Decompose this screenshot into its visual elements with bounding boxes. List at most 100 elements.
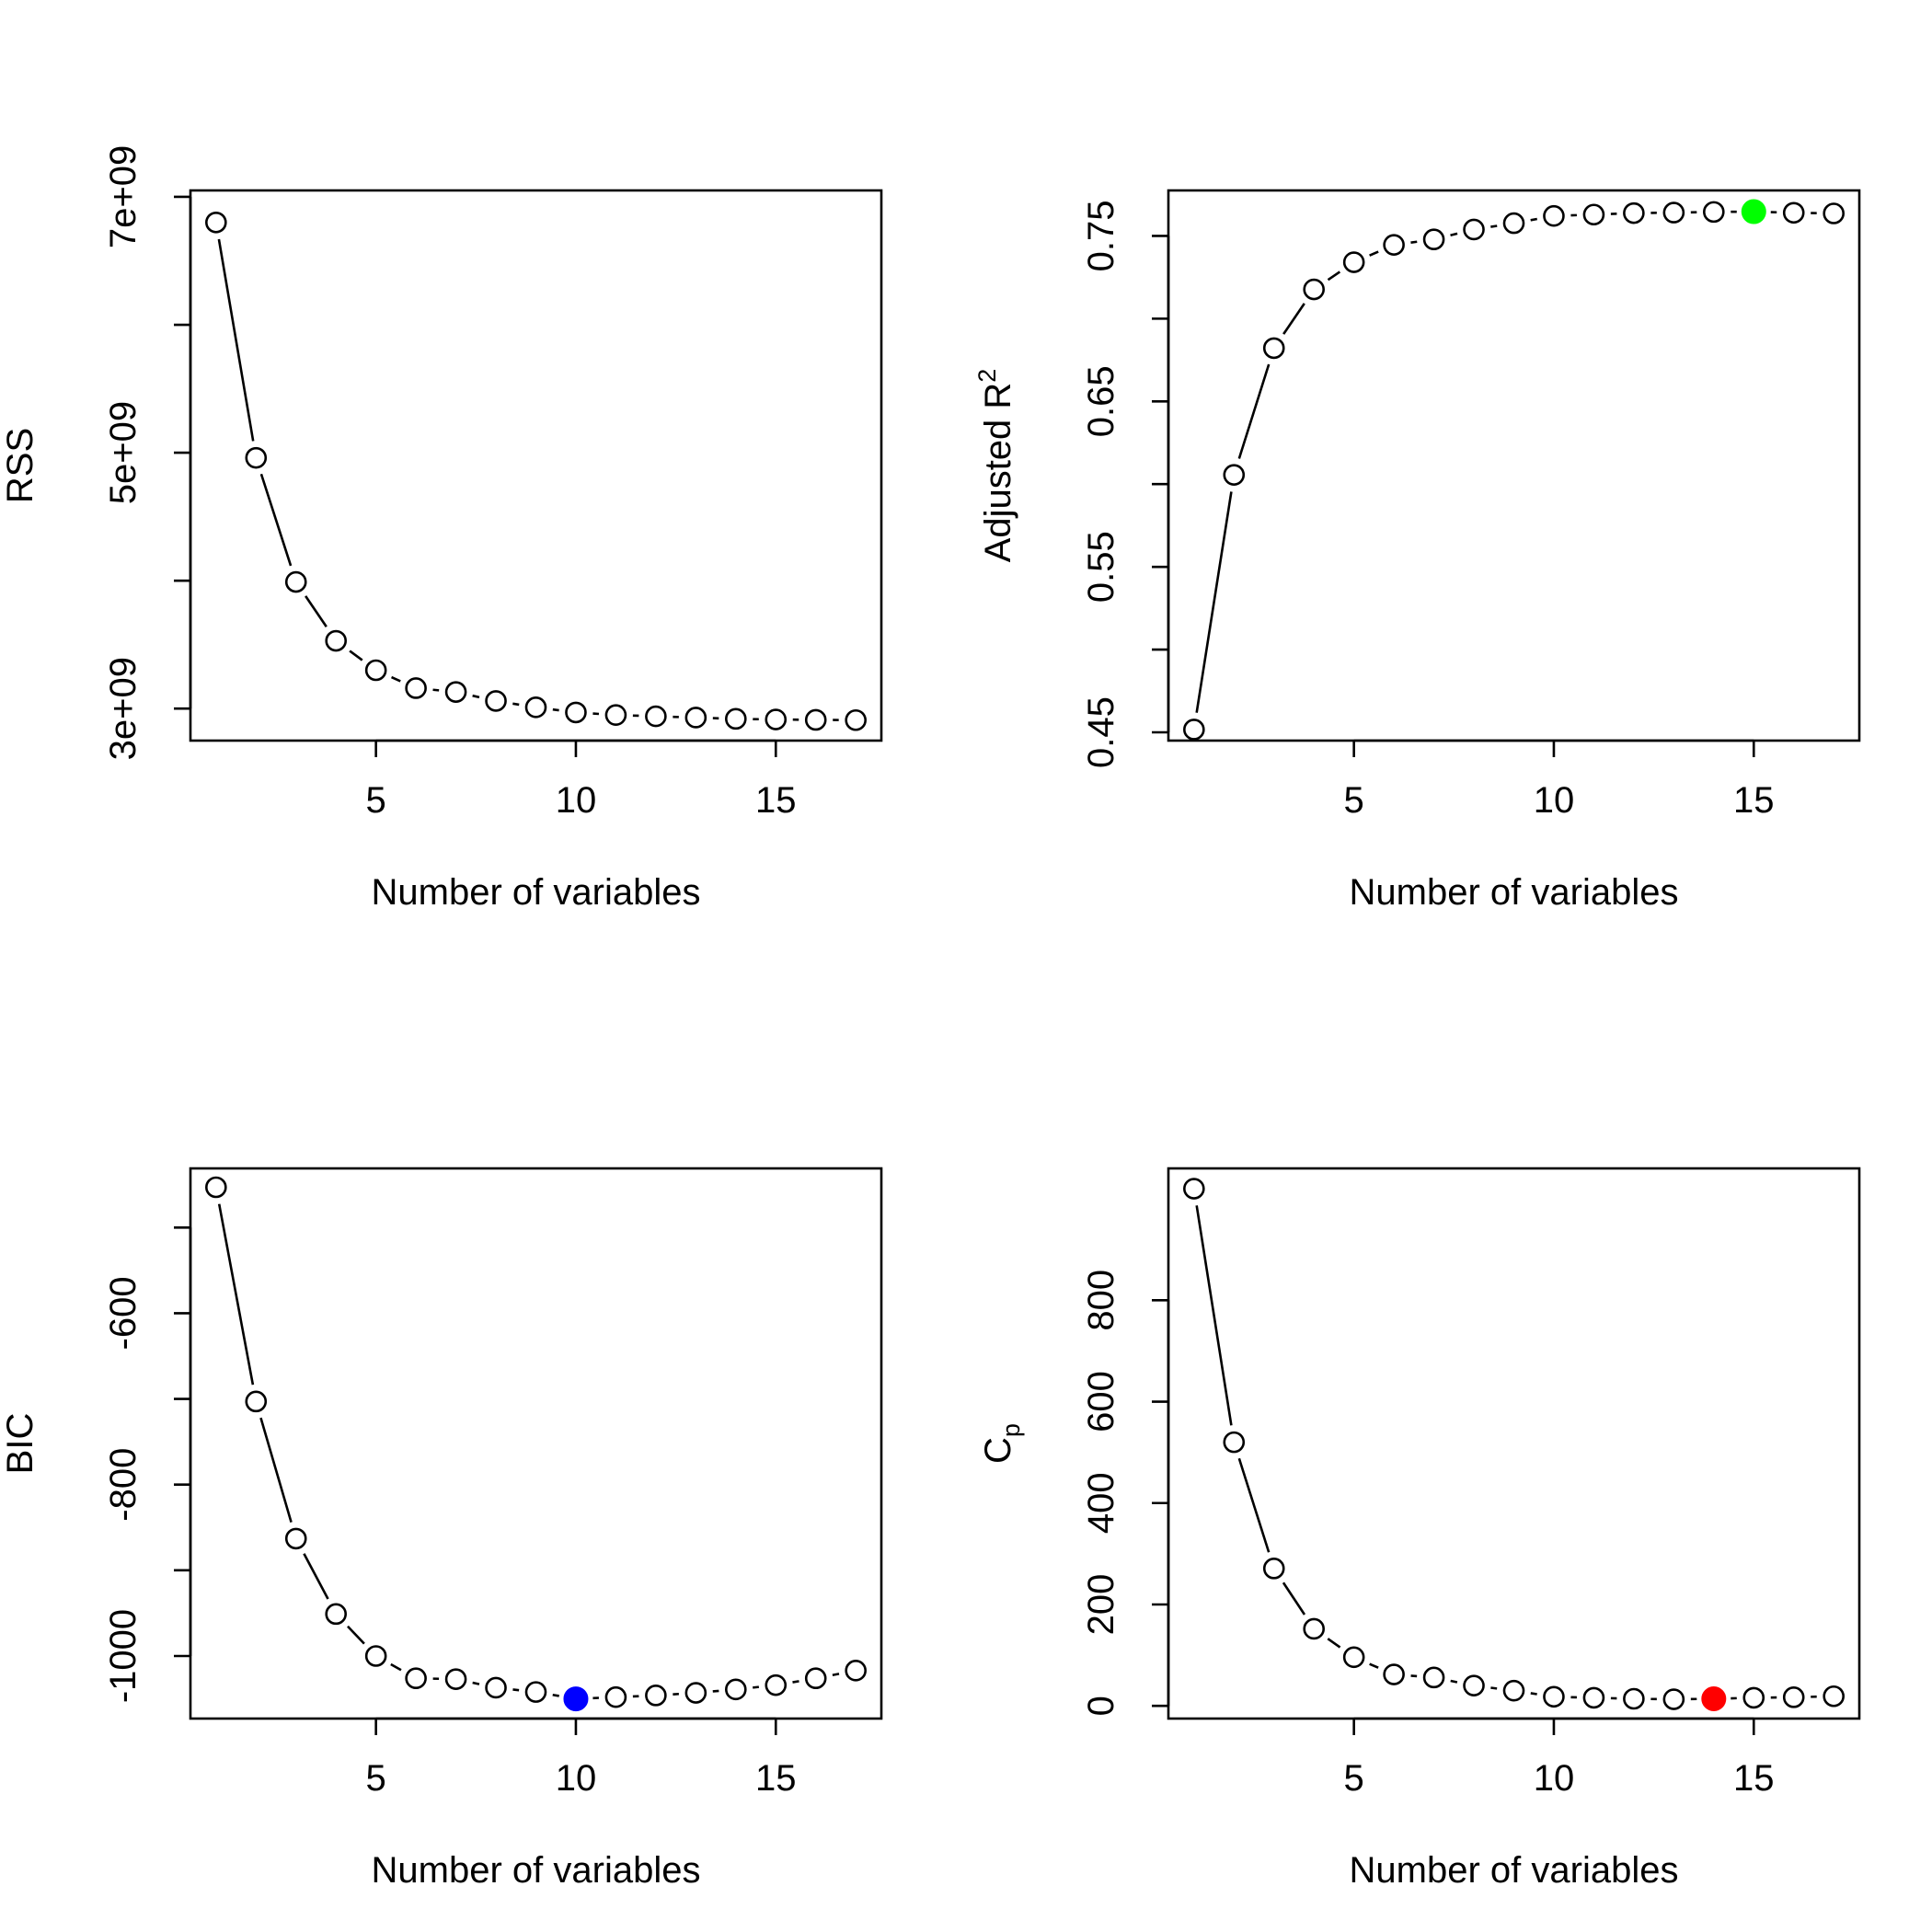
series-segment xyxy=(1450,1679,1458,1684)
series-segment xyxy=(1450,232,1458,237)
data-point xyxy=(1303,1617,1325,1640)
data-point xyxy=(565,701,587,724)
data-point xyxy=(1662,1688,1685,1710)
data-point xyxy=(1223,464,1246,486)
series-segment xyxy=(1530,1692,1537,1696)
series-segment xyxy=(1282,1581,1306,1616)
x-axis-title: Number of variables xyxy=(1350,1850,1679,1891)
series-segment xyxy=(1195,491,1233,713)
y-axis-title-text: C xyxy=(978,1437,1018,1464)
data-point xyxy=(1582,1686,1605,1709)
y-tick-label: 400 xyxy=(1081,1472,1121,1534)
series-segment xyxy=(1195,1205,1233,1426)
plot-frame xyxy=(1167,1167,1861,1720)
y-tick-label: 5e+09 xyxy=(103,401,144,504)
data-point xyxy=(1742,1686,1765,1709)
chart-panel-1: 5 10 15 3e+09 5e+09 7e+09 Number of variables R… xyxy=(0,145,883,913)
y-tick-label: -800 xyxy=(103,1448,144,1522)
series-segment xyxy=(347,1625,365,1645)
series-segment xyxy=(432,688,440,692)
data-point xyxy=(1223,1431,1246,1454)
data-point xyxy=(1383,234,1405,256)
data-point xyxy=(845,708,867,731)
series-segment xyxy=(391,675,401,683)
series-segment xyxy=(1369,1662,1379,1669)
data-point xyxy=(1782,1686,1805,1708)
y-axis-title: BIC xyxy=(0,1413,40,1475)
y-tick-label: 800 xyxy=(1081,1270,1121,1331)
series-segment xyxy=(305,595,328,627)
series-segment xyxy=(512,1688,520,1692)
x-axis-title: Number of variables xyxy=(1350,872,1679,913)
data-point xyxy=(604,704,627,726)
data-point xyxy=(1623,201,1645,224)
data-point xyxy=(1342,1646,1365,1669)
data-point xyxy=(725,1678,747,1701)
series-segment xyxy=(1327,1638,1341,1649)
plot-frame xyxy=(189,189,883,742)
y-axis-title: Cp xyxy=(978,1423,1025,1464)
y-tick-label: 3e+09 xyxy=(103,657,144,760)
series-segment xyxy=(1530,217,1537,222)
x-tick-label: 15 xyxy=(755,780,797,821)
data-point xyxy=(725,707,747,730)
data-point xyxy=(245,1390,268,1413)
data-point xyxy=(405,677,427,699)
y-axis-title-text: BIC xyxy=(0,1413,40,1475)
data-point xyxy=(485,690,507,712)
y-tick-label: 0.55 xyxy=(1081,531,1121,603)
data-point xyxy=(1703,201,1725,224)
series-segment xyxy=(712,1689,719,1693)
series-segment xyxy=(1369,250,1379,257)
chart-panel-4: 5 10 15 0 200 400 600 800 Number of variables Cp xyxy=(978,1167,1861,1891)
data-point xyxy=(245,446,268,469)
x-tick-label: 10 xyxy=(556,1758,597,1799)
chart-panel-3: 5 10 15 -1000 -800 -600 Number of variables BIC xyxy=(0,1167,883,1891)
data-point xyxy=(444,681,467,703)
series-segment xyxy=(259,473,293,567)
data-point xyxy=(1342,251,1365,273)
x-tick-label: 5 xyxy=(366,1758,386,1799)
data-point xyxy=(1183,719,1205,741)
x-tick-label: 15 xyxy=(1733,1758,1775,1799)
data-point xyxy=(1422,228,1445,251)
plot-frame xyxy=(1167,189,1861,742)
y-tick-label: 0.45 xyxy=(1081,696,1121,768)
y-axis-title: Adjusted R2 xyxy=(973,369,1018,563)
data-point xyxy=(1543,204,1565,227)
y-axis-title-superscript: 2 xyxy=(973,369,1001,383)
data-point xyxy=(524,696,547,719)
series-segment xyxy=(472,1681,480,1685)
data-point xyxy=(1303,278,1325,301)
y-tick-label: 0.65 xyxy=(1081,365,1121,437)
series-segment xyxy=(303,1553,329,1600)
series-segment xyxy=(472,694,480,699)
data-point xyxy=(325,1603,347,1626)
y-tick-label: 200 xyxy=(1081,1574,1121,1636)
x-tick-label: 10 xyxy=(1534,1758,1575,1799)
highlight-point xyxy=(563,1686,589,1712)
data-point xyxy=(1623,1687,1645,1710)
data-point xyxy=(364,1645,387,1667)
x-axis-title: Number of variables xyxy=(372,1850,701,1891)
data-point xyxy=(405,1667,427,1690)
data-point xyxy=(1502,212,1525,235)
y-tick-label: 7e+09 xyxy=(103,145,144,248)
data-point xyxy=(684,707,707,729)
data-point xyxy=(765,1673,788,1696)
data-point xyxy=(804,1667,827,1690)
data-point xyxy=(804,708,827,731)
series-segment xyxy=(390,1662,402,1672)
series-segment xyxy=(1327,270,1341,282)
data-point xyxy=(1183,1178,1205,1200)
data-point xyxy=(1662,201,1685,224)
data-point xyxy=(1582,203,1605,226)
series-segment xyxy=(1490,1686,1498,1690)
data-point xyxy=(684,1682,707,1704)
data-point xyxy=(645,705,667,728)
series-segment xyxy=(753,1685,760,1689)
data-point xyxy=(485,1676,507,1699)
series-segment xyxy=(1410,240,1418,244)
data-point xyxy=(1383,1663,1405,1685)
